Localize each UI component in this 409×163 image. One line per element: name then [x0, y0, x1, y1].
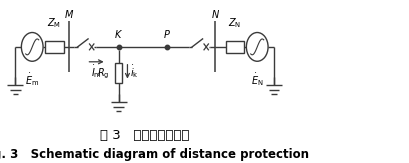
Text: $R_{\rm g}$: $R_{\rm g}$	[97, 66, 110, 81]
Bar	[225, 41, 244, 53]
Text: $Z_{\rm N}$: $Z_{\rm N}$	[228, 16, 241, 30]
Text: $\dot{i}_{\rm k}$: $\dot{i}_{\rm k}$	[130, 63, 139, 80]
Text: $\dot{I}_{\rm m}$: $\dot{I}_{\rm m}$	[91, 63, 102, 80]
Text: Fig. 3   Schematic diagram of distance protection: Fig. 3 Schematic diagram of distance pro…	[0, 148, 308, 162]
Text: $Z_{\rm M}$: $Z_{\rm M}$	[47, 16, 61, 30]
Text: $K$: $K$	[114, 28, 123, 40]
Text: $\dot{E}_{\rm N}$: $\dot{E}_{\rm N}$	[250, 71, 263, 88]
Bar	[45, 41, 63, 53]
Text: $M$: $M$	[64, 8, 74, 20]
Bar	[115, 63, 122, 83]
Text: $N$: $N$	[210, 8, 219, 20]
Text: 图 3   距离保护示意图: 图 3 距离保护示意图	[100, 129, 189, 142]
Text: $\dot{E}_{\rm m}$: $\dot{E}_{\rm m}$	[25, 71, 39, 88]
Text: $P$: $P$	[162, 28, 170, 40]
